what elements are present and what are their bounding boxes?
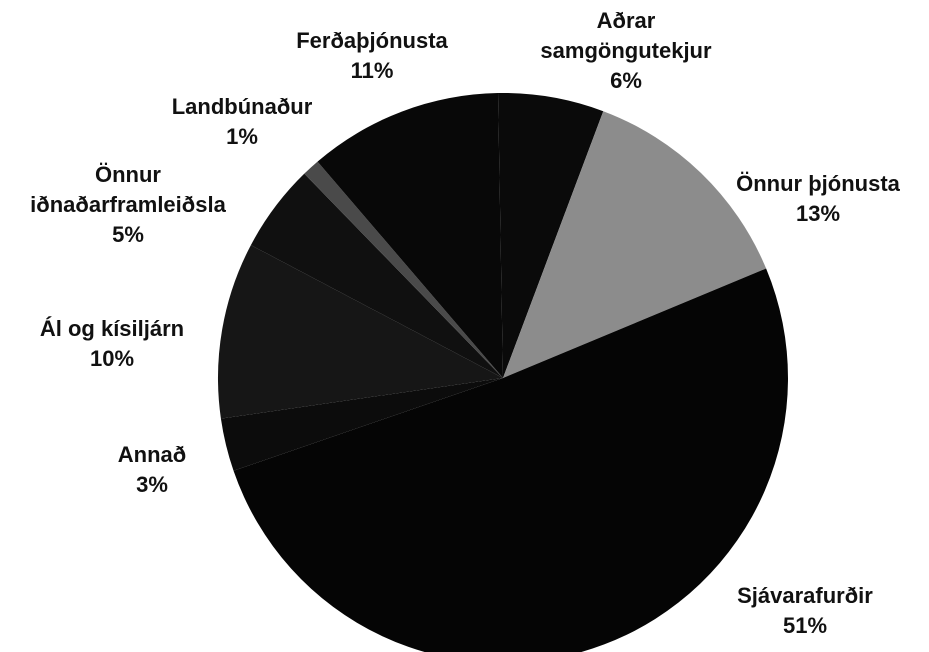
pie-slice: [317, 93, 503, 379]
slice-label: Landbúnaður: [172, 94, 313, 119]
slice-label: iðnaðarframleiðsla: [30, 192, 226, 217]
slice-label: Ferðaþjónusta: [296, 28, 448, 53]
pie-slice: [233, 268, 788, 652]
slice-value-label: 1%: [226, 124, 258, 149]
slice-label: Önnur þjónusta: [736, 171, 901, 196]
slice-value-label: 13%: [796, 201, 840, 226]
slice-label: Sjávarafurðir: [737, 583, 873, 608]
pie-slice: [503, 111, 767, 379]
slice-value-label: 51%: [783, 613, 827, 638]
slice-value-label: 6%: [610, 68, 642, 93]
slice-label: Aðrar: [597, 8, 656, 33]
slice-label: Ál og kísiljárn: [40, 316, 184, 341]
pie-slice: [218, 245, 503, 419]
slice-label: samgöngutekjur: [540, 38, 712, 63]
pie-slice: [250, 173, 503, 378]
slice-label: Önnur: [95, 162, 161, 187]
slice-value-label: 5%: [112, 222, 144, 247]
pie-slice: [220, 378, 504, 471]
slice-label: Annað: [118, 442, 186, 467]
pie-slice: [498, 93, 604, 378]
slice-value-label: 11%: [351, 58, 394, 83]
slice-value-label: 3%: [136, 472, 168, 497]
pie-slice: [304, 161, 503, 378]
slice-value-label: 10%: [90, 346, 134, 371]
